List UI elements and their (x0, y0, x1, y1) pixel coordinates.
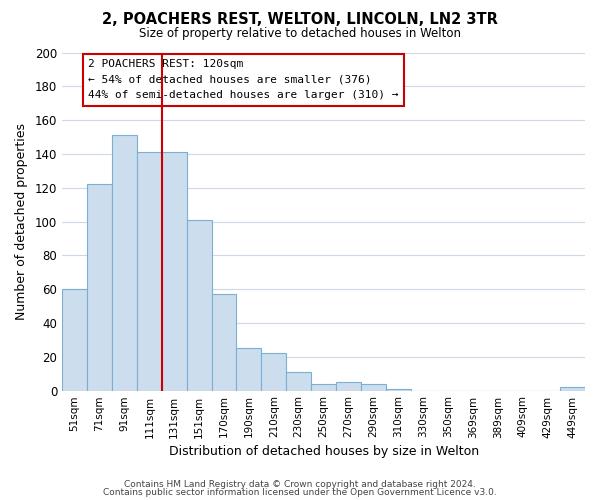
X-axis label: Distribution of detached houses by size in Welton: Distribution of detached houses by size … (169, 444, 479, 458)
Bar (262, 354, 286, 391)
Bar (212, 294, 236, 390)
Text: Size of property relative to detached houses in Welton: Size of property relative to detached ho… (139, 28, 461, 40)
Bar (361, 384, 386, 390)
Bar (112, 136, 137, 390)
Text: Contains public sector information licensed under the Open Government Licence v3: Contains public sector information licen… (103, 488, 497, 497)
Bar (386, 389, 411, 390)
Text: 2 POACHERS REST: 120sqm
← 54% of detached houses are smaller (376)
44% of semi-d: 2 POACHERS REST: 120sqm ← 54% of detache… (88, 60, 399, 100)
Bar (236, 348, 262, 391)
Bar (187, 220, 212, 390)
Bar (560, 387, 585, 390)
Bar (87, 184, 112, 390)
Bar (62, 289, 87, 390)
Bar (137, 152, 162, 390)
Text: Contains HM Land Registry data © Crown copyright and database right 2024.: Contains HM Land Registry data © Crown c… (124, 480, 476, 489)
Bar (286, 372, 311, 390)
Bar (311, 384, 336, 390)
Y-axis label: Number of detached properties: Number of detached properties (15, 123, 28, 320)
Text: 2, POACHERS REST, WELTON, LINCOLN, LN2 3TR: 2, POACHERS REST, WELTON, LINCOLN, LN2 3… (102, 12, 498, 28)
Bar (162, 152, 187, 390)
Bar (336, 382, 361, 390)
